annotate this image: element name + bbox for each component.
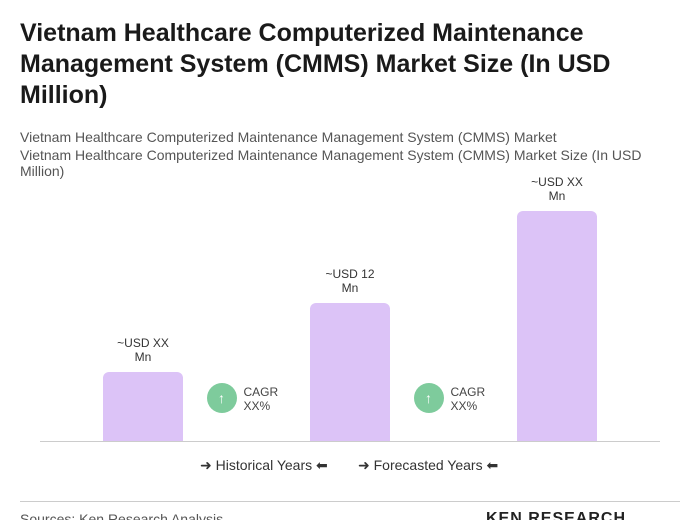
- cagr-label: CAGR XX%: [243, 385, 279, 413]
- bar: [517, 211, 597, 441]
- value-label: ~USD 12 Mn: [325, 267, 375, 295]
- chart-title: Vietnam Healthcare Computerized Maintena…: [20, 19, 611, 109]
- baseline: [40, 441, 660, 442]
- value-label: ~USD XX Mn: [117, 336, 169, 364]
- legend-label: Historical Years: [215, 457, 313, 473]
- divider: [20, 501, 680, 502]
- cagr-icon: ↑: [206, 383, 237, 413]
- value-label: ~USD XX Mn: [531, 175, 583, 203]
- cagr-icon: ↑: [413, 383, 444, 413]
- legend-label: Forecasted Years: [373, 457, 483, 473]
- legend-item: ➜ Forecasted Years ⬅: [358, 457, 499, 473]
- cagr-label: CAGR XX%: [450, 385, 486, 413]
- source: Sources: Ken Research Analysis: [20, 511, 224, 520]
- subtitle: Vietnam Healthcare Computerized Maintena…: [20, 129, 557, 145]
- bar: [103, 372, 183, 441]
- bar: [310, 303, 390, 441]
- axis-label: Vietnam Healthcare Computerized Maintena…: [20, 147, 642, 179]
- logo: KEN RESEARCH: [486, 510, 627, 520]
- legend-item: ➜ Historical Years ⬅: [200, 457, 328, 473]
